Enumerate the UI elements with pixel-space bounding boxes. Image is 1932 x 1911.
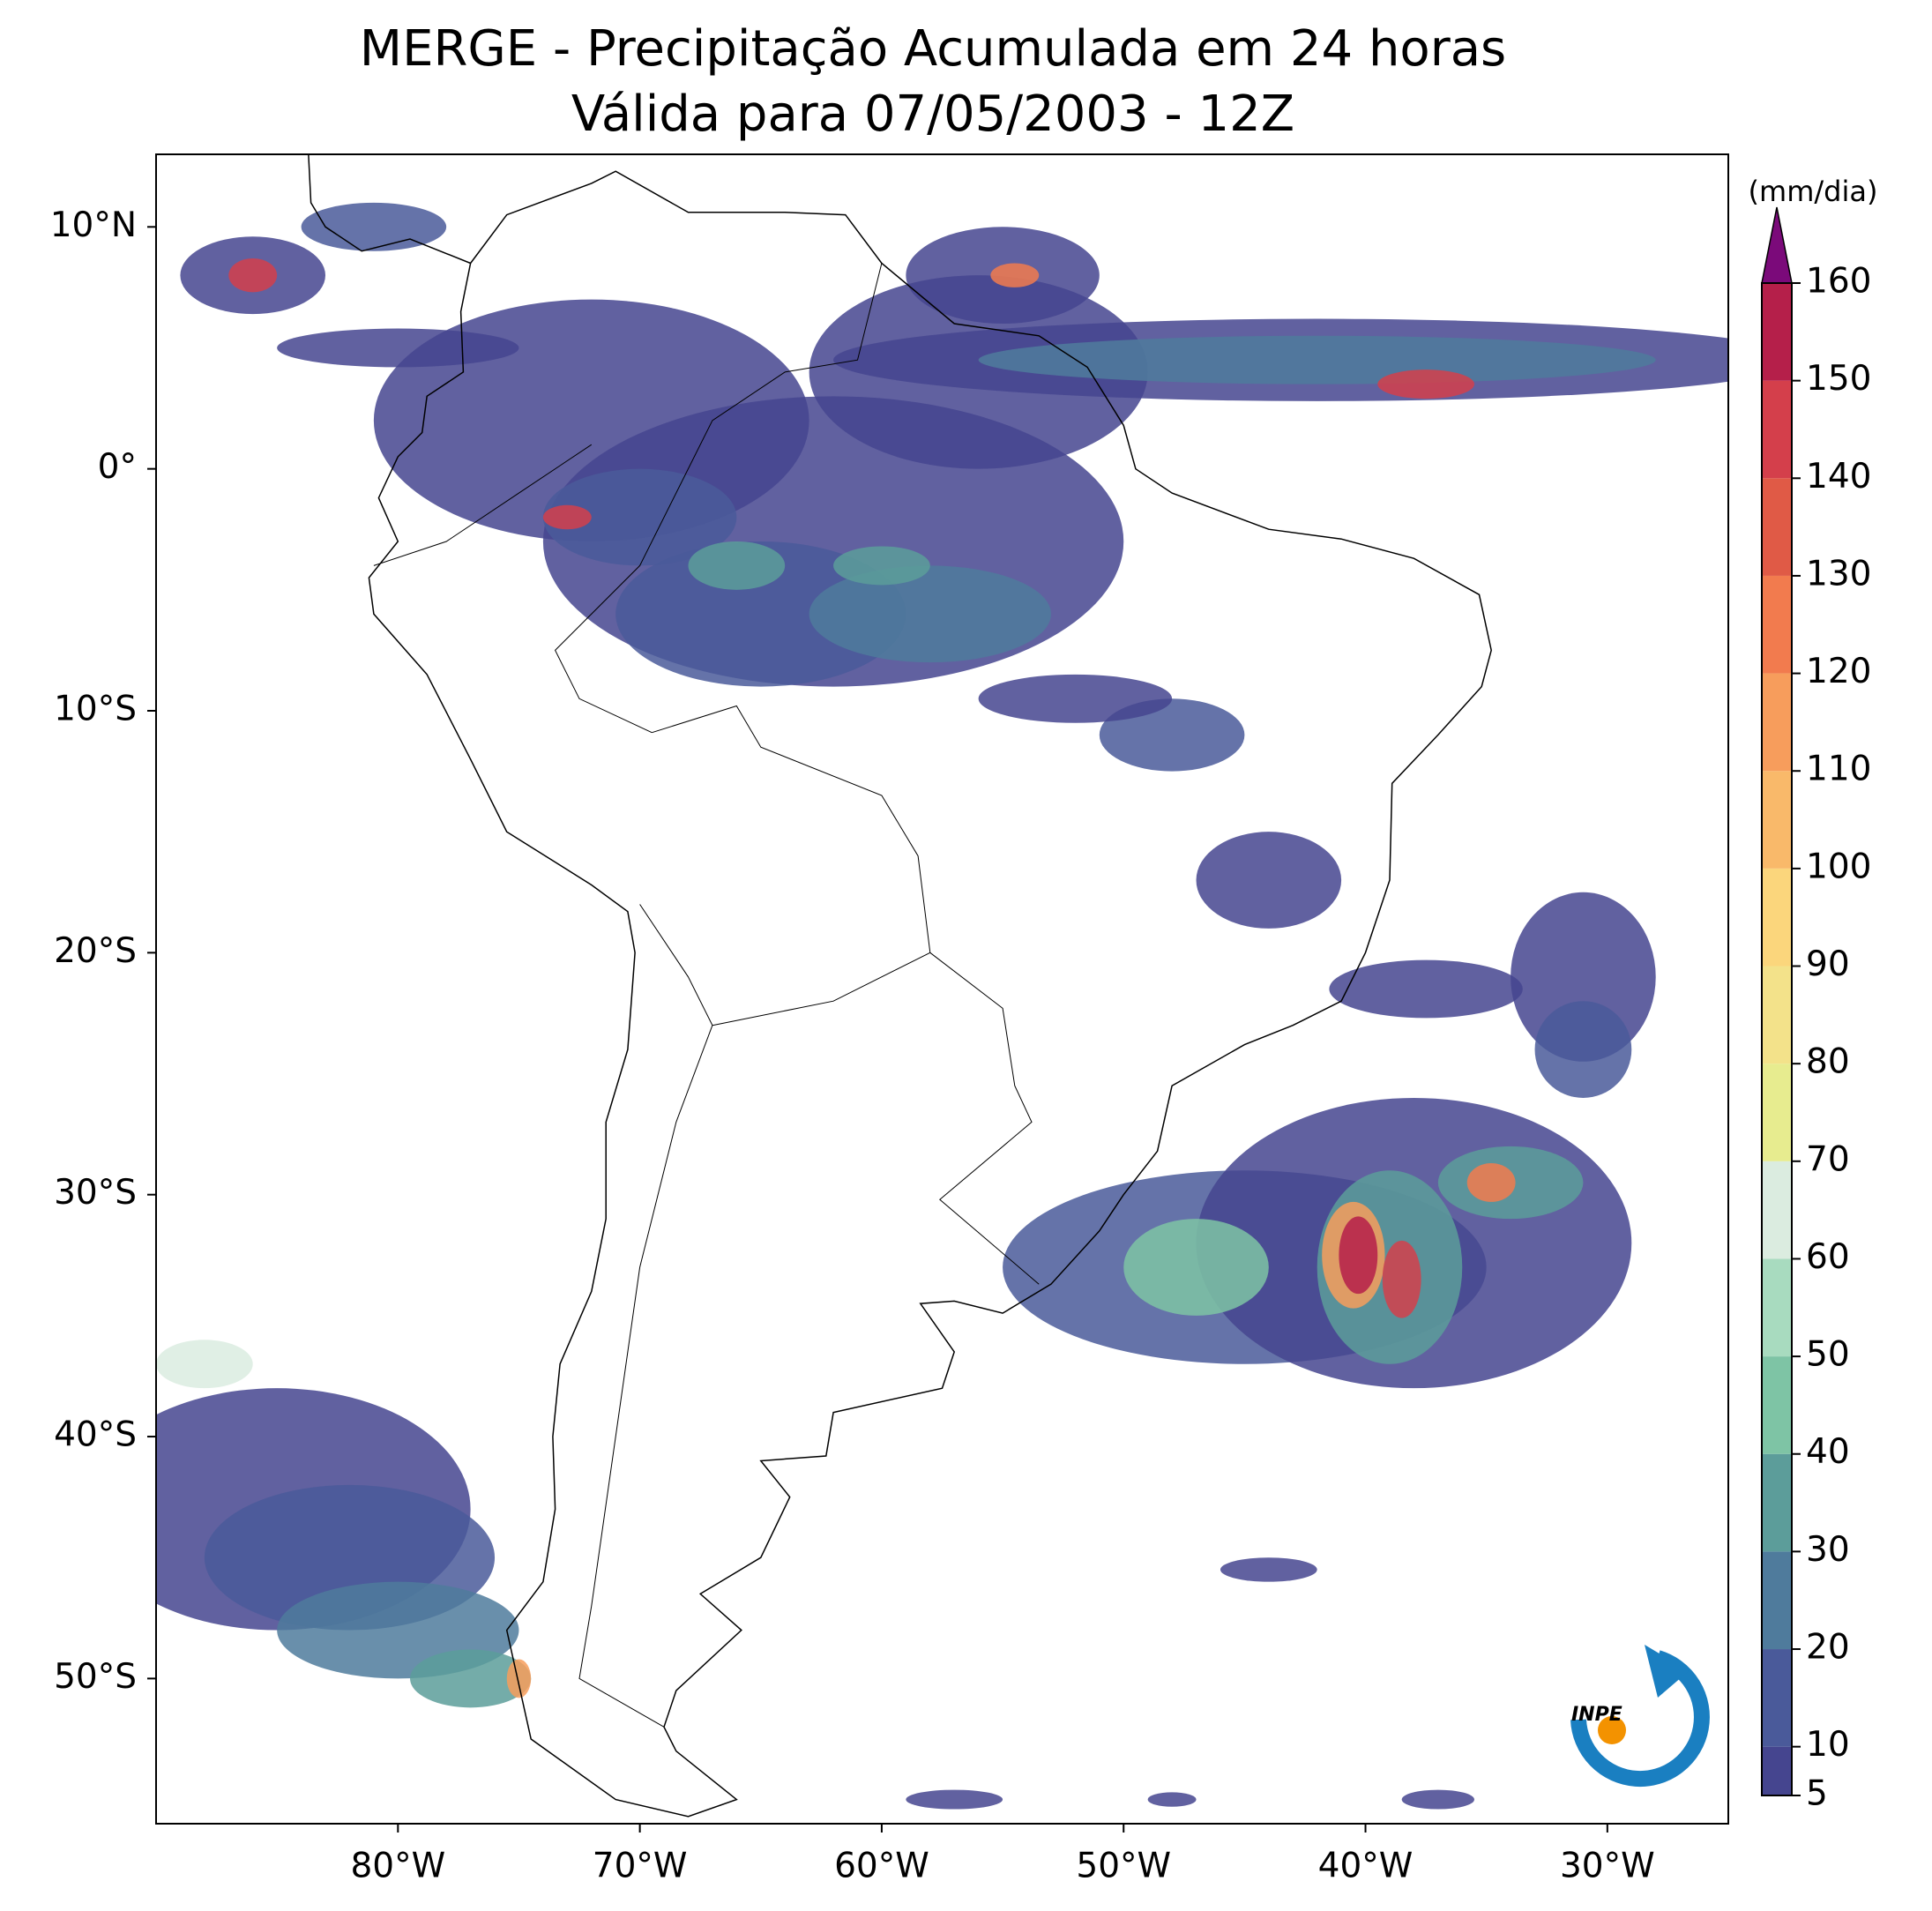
precip-area xyxy=(410,1649,532,1708)
precip-area xyxy=(990,263,1040,287)
y-tick-label: 40°S xyxy=(54,1415,137,1455)
precip-area xyxy=(506,1659,532,1698)
y-tick-label: 50°S xyxy=(54,1657,137,1697)
precip-area xyxy=(833,546,930,586)
precip-area xyxy=(542,504,592,530)
precip-area xyxy=(906,1789,1003,1810)
y-tick-label: 10°N xyxy=(50,205,137,245)
colorbar-label: (mm/dia) xyxy=(1749,175,1878,208)
precip-area xyxy=(1339,1216,1378,1295)
colorbar-tick-label: 20 xyxy=(1806,1628,1850,1668)
precip-area xyxy=(688,541,786,590)
precip-area xyxy=(156,1340,253,1389)
colorbar-tick-label: 140 xyxy=(1806,457,1871,496)
colorbar-frame xyxy=(1761,282,1793,1796)
precip-area xyxy=(228,258,278,293)
colorbar-tick-label: 50 xyxy=(1806,1335,1850,1375)
precip-area xyxy=(978,674,1173,723)
precip-area xyxy=(1466,1163,1516,1202)
colorbar-tick-label: 110 xyxy=(1806,750,1871,789)
colorbar-band xyxy=(1762,1453,1792,1552)
precip-area xyxy=(1401,1789,1474,1810)
x-tick-label: 80°W xyxy=(350,1847,445,1886)
colorbar-band xyxy=(1762,1551,1792,1650)
precip-area xyxy=(277,328,519,368)
colorbar-tick-label: 5 xyxy=(1806,1774,1828,1814)
coastline xyxy=(308,154,1492,1818)
colorbar-tick-label: 130 xyxy=(1806,554,1871,593)
colorbar-tick-label: 120 xyxy=(1806,652,1871,691)
precip-area xyxy=(1377,370,1474,399)
colorbar-band xyxy=(1762,966,1792,1064)
logo-dot xyxy=(1598,1716,1626,1744)
logo-arc xyxy=(1570,1650,1710,1788)
precip-area xyxy=(1196,832,1342,929)
x-tick-label: 70°W xyxy=(593,1847,688,1886)
precip-area xyxy=(978,335,1656,384)
colorbar-band xyxy=(1762,1356,1792,1454)
colorbar-band xyxy=(1762,1746,1792,1795)
subtitle: Válida para 07/05/2003 - 12Z xyxy=(571,86,1294,143)
colorbar-band xyxy=(1762,868,1792,967)
precip-area xyxy=(615,541,906,687)
colorbar-band xyxy=(1762,771,1792,869)
colorbar-tick-label: 160 xyxy=(1806,262,1871,302)
colorbar-band xyxy=(1762,283,1792,381)
colorbar-tick-label: 70 xyxy=(1806,1139,1850,1179)
colorbar-band xyxy=(1762,380,1792,479)
precip-area xyxy=(1220,1557,1317,1582)
colorbar-tick-label: 40 xyxy=(1806,1432,1850,1472)
border xyxy=(373,444,593,566)
border xyxy=(554,263,883,734)
precip-area xyxy=(809,565,1051,663)
y-tick-label: 30°S xyxy=(54,1173,137,1213)
map-frame xyxy=(155,153,1729,1825)
precip-area xyxy=(1534,1001,1632,1098)
colorbar-tick-label: 100 xyxy=(1806,847,1871,886)
precip-area xyxy=(1329,959,1523,1019)
precip-area xyxy=(542,468,737,566)
y-tick-label: 20°S xyxy=(54,931,137,971)
y-tick-label: 10°S xyxy=(54,690,137,729)
colorbar-tick-label: 30 xyxy=(1806,1530,1850,1570)
precip-area xyxy=(1382,1240,1421,1318)
x-tick-label: 30°W xyxy=(1560,1847,1655,1886)
colorbar-tick-label: 10 xyxy=(1806,1725,1850,1765)
colorbar-band xyxy=(1762,575,1792,674)
precip-area xyxy=(301,202,447,251)
border xyxy=(712,952,931,1026)
x-tick-label: 50°W xyxy=(1076,1847,1171,1886)
inpe-logo: INPE xyxy=(1570,1645,1710,1788)
title: MERGE - Precipitação Acumulada em 24 hor… xyxy=(360,20,1506,78)
precip-area xyxy=(1147,1792,1197,1807)
colorbar-band xyxy=(1762,1161,1792,1259)
x-tick-label: 60°W xyxy=(834,1847,929,1886)
map-area xyxy=(156,154,1728,1818)
border xyxy=(578,904,713,1728)
colorbar-tick-label: 80 xyxy=(1806,1042,1850,1082)
x-tick-label: 40°W xyxy=(1318,1847,1414,1886)
colorbar-band xyxy=(1762,673,1792,772)
precip-area xyxy=(1123,1219,1269,1316)
logo-arrow xyxy=(1645,1645,1689,1698)
colorbar-band xyxy=(1762,1258,1792,1357)
colorbar-band xyxy=(1762,478,1792,576)
colorbar-tick-label: 90 xyxy=(1806,944,1850,984)
colorbar-extend xyxy=(1761,206,1793,284)
colorbar-band xyxy=(1762,1649,1792,1747)
colorbar-tick-label: 60 xyxy=(1806,1237,1850,1277)
colorbar-band xyxy=(1762,1064,1792,1161)
logo-text: INPE xyxy=(1571,1704,1622,1726)
y-tick-label: 0° xyxy=(98,447,137,487)
colorbar-tick-label: 150 xyxy=(1806,359,1871,399)
